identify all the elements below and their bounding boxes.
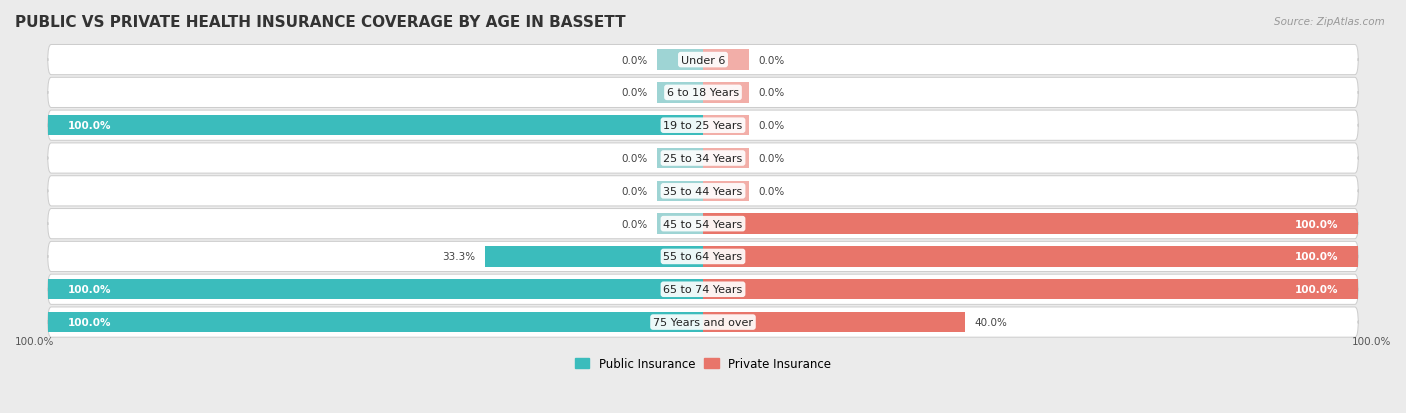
Text: 100.0%: 100.0% [67, 121, 111, 131]
Text: PUBLIC VS PRIVATE HEALTH INSURANCE COVERAGE BY AGE IN BASSETT: PUBLIC VS PRIVATE HEALTH INSURANCE COVER… [15, 15, 626, 30]
Text: 0.0%: 0.0% [621, 55, 647, 65]
FancyBboxPatch shape [48, 176, 1358, 206]
Bar [703, 83, 749, 103]
Legend: Public Insurance, Private Insurance: Public Insurance, Private Insurance [571, 353, 835, 375]
FancyBboxPatch shape [48, 307, 1358, 337]
Bar [657, 50, 703, 71]
FancyBboxPatch shape [48, 78, 1358, 108]
FancyBboxPatch shape [48, 242, 1358, 272]
Bar [703, 280, 1358, 300]
Bar [485, 247, 703, 267]
Text: 0.0%: 0.0% [621, 186, 647, 196]
Text: 100.0%: 100.0% [67, 317, 111, 327]
Text: 40.0%: 40.0% [974, 317, 1008, 327]
Text: 75 Years and over: 75 Years and over [652, 317, 754, 327]
Text: 0.0%: 0.0% [621, 88, 647, 98]
Text: 0.0%: 0.0% [621, 154, 647, 164]
Bar [703, 312, 965, 332]
Text: 33.3%: 33.3% [441, 252, 475, 262]
Bar [703, 181, 749, 202]
Bar [657, 149, 703, 169]
FancyBboxPatch shape [48, 45, 1358, 76]
Bar [703, 247, 1358, 267]
Text: 0.0%: 0.0% [759, 88, 785, 98]
Text: 19 to 25 Years: 19 to 25 Years [664, 121, 742, 131]
Text: 100.0%: 100.0% [1295, 252, 1339, 262]
FancyBboxPatch shape [48, 275, 1358, 305]
FancyBboxPatch shape [48, 209, 1358, 239]
Text: 100.0%: 100.0% [15, 336, 55, 346]
Bar [657, 181, 703, 202]
Bar [48, 280, 703, 300]
Bar [657, 214, 703, 234]
FancyBboxPatch shape [48, 111, 1358, 141]
Text: 100.0%: 100.0% [1351, 336, 1391, 346]
Text: 100.0%: 100.0% [1295, 285, 1339, 294]
Text: 0.0%: 0.0% [759, 186, 785, 196]
Text: 100.0%: 100.0% [1295, 219, 1339, 229]
Bar [48, 116, 703, 136]
Text: Source: ZipAtlas.com: Source: ZipAtlas.com [1274, 17, 1385, 26]
Bar [657, 83, 703, 103]
Text: 0.0%: 0.0% [759, 55, 785, 65]
Text: 45 to 54 Years: 45 to 54 Years [664, 219, 742, 229]
Text: 100.0%: 100.0% [67, 285, 111, 294]
Text: 25 to 34 Years: 25 to 34 Years [664, 154, 742, 164]
Text: 55 to 64 Years: 55 to 64 Years [664, 252, 742, 262]
Text: 0.0%: 0.0% [759, 121, 785, 131]
Bar [703, 116, 749, 136]
Bar [703, 214, 1358, 234]
Text: 6 to 18 Years: 6 to 18 Years [666, 88, 740, 98]
Bar [703, 50, 749, 71]
Text: 35 to 44 Years: 35 to 44 Years [664, 186, 742, 196]
Text: Under 6: Under 6 [681, 55, 725, 65]
Text: 0.0%: 0.0% [759, 154, 785, 164]
FancyBboxPatch shape [48, 144, 1358, 174]
Bar [703, 149, 749, 169]
Text: 0.0%: 0.0% [621, 219, 647, 229]
Bar [48, 312, 703, 332]
Text: 65 to 74 Years: 65 to 74 Years [664, 285, 742, 294]
